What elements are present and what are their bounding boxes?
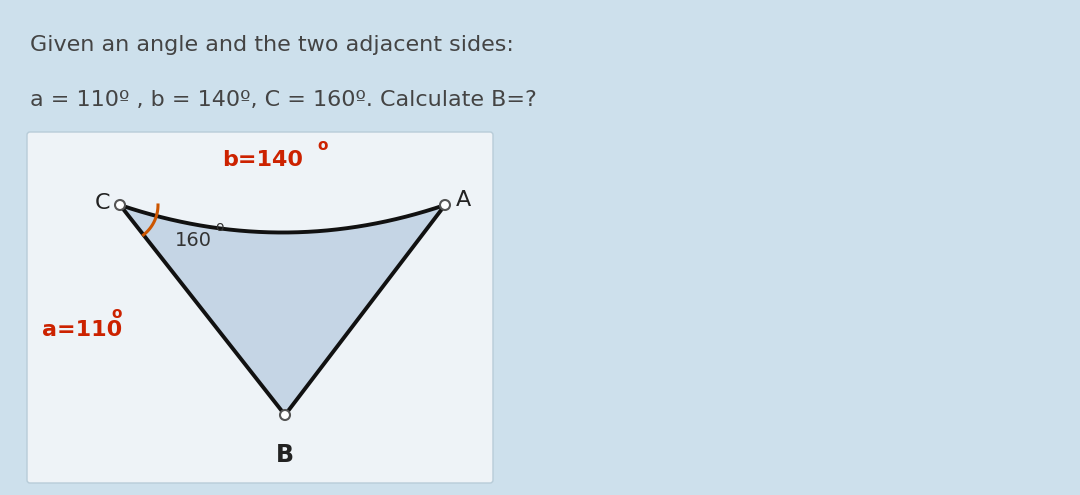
Text: a=110: a=110 [42, 320, 122, 340]
Text: o: o [112, 306, 122, 321]
Text: o: o [215, 220, 224, 234]
Text: Given an angle and the two adjacent sides:: Given an angle and the two adjacent side… [30, 35, 514, 55]
FancyBboxPatch shape [27, 132, 492, 483]
Circle shape [114, 200, 125, 210]
Text: C: C [94, 193, 110, 213]
Circle shape [280, 410, 291, 420]
Text: A: A [456, 190, 471, 210]
Circle shape [440, 200, 450, 210]
Text: B: B [276, 443, 294, 467]
Text: b=140: b=140 [222, 150, 303, 170]
Text: 160: 160 [175, 231, 212, 249]
Text: o: o [318, 139, 327, 153]
Polygon shape [120, 205, 445, 415]
Text: a = 110º , b = 140º, C = 160º. Calculate B=?: a = 110º , b = 140º, C = 160º. Calculate… [30, 90, 537, 110]
